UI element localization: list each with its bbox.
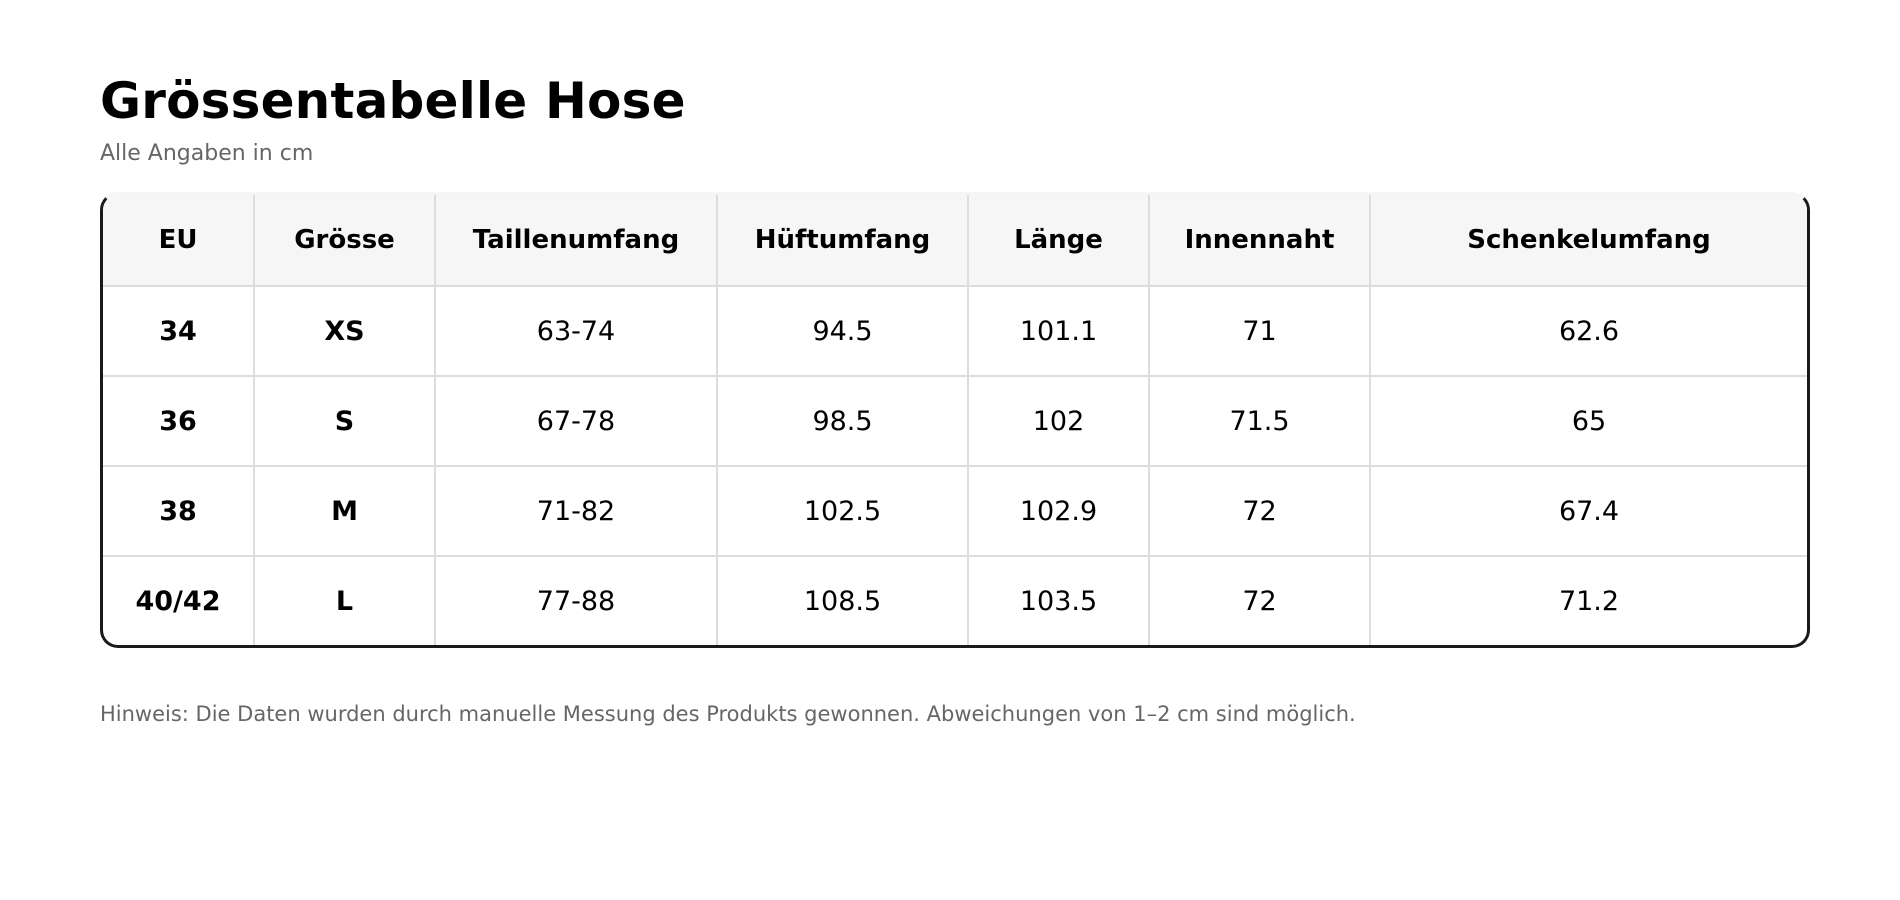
cell-size: L [253,556,435,645]
cell-waist: 77-88 [434,556,717,645]
cell-thigh: 62.6 [1369,286,1807,377]
cell-length: 102.9 [967,466,1149,557]
cell-inseam: 72 [1148,466,1370,557]
cell-size: M [253,466,435,557]
cell-waist: 67-78 [434,376,717,467]
cell-eu: 34 [103,286,254,377]
size-chart-page: Grössentabelle Hose Alle Angaben in cm E… [100,68,1810,728]
cell-thigh: 67.4 [1369,466,1807,557]
cell-thigh: 71.2 [1369,556,1807,645]
cell-eu: 38 [103,466,254,557]
cell-length: 103.5 [967,556,1149,645]
cell-size: S [253,376,435,467]
cell-size: XS [253,286,435,377]
table-row: 34 XS 63-74 94.5 101.1 71 62.6 [103,286,1807,377]
header-thigh: Schenkelumfang [1369,195,1807,287]
page-title: Grössentabelle Hose [100,72,686,130]
cell-length: 101.1 [967,286,1149,377]
header-waist: Taillenumfang [434,195,717,287]
table-header: EU Grösse Taillenumfang Hüftumfang Länge… [103,195,1807,287]
table-body: 34 XS 63-74 94.5 101.1 71 62.6 36 S 67-7… [103,286,1807,645]
cell-hip: 94.5 [716,286,968,377]
cell-hip: 102.5 [716,466,968,557]
size-table-container: EU Grösse Taillenumfang Hüftumfang Länge… [100,192,1810,648]
header-eu: EU [103,195,254,287]
cell-hip: 98.5 [716,376,968,467]
cell-waist: 71-82 [434,466,717,557]
cell-hip: 108.5 [716,556,968,645]
header-hip: Hüftumfang [716,195,968,287]
header-inseam: Innennaht [1148,195,1370,287]
table-row: 36 S 67-78 98.5 102 71.5 65 [103,376,1807,467]
cell-inseam: 71.5 [1148,376,1370,467]
size-table: EU Grösse Taillenumfang Hüftumfang Länge… [103,195,1807,645]
table-row: 40/42 L 77-88 108.5 103.5 72 71.2 [103,556,1807,645]
cell-inseam: 72 [1148,556,1370,645]
table-row: 38 M 71-82 102.5 102.9 72 67.4 [103,466,1807,557]
cell-inseam: 71 [1148,286,1370,377]
footnote: Hinweis: Die Daten wurden durch manuelle… [100,702,1356,726]
header-row: EU Grösse Taillenumfang Hüftumfang Länge… [103,195,1807,287]
cell-length: 102 [967,376,1149,467]
header-length: Länge [967,195,1149,287]
cell-eu: 40/42 [135,585,221,617]
cell-eu: 36 [103,376,254,467]
page-subtitle: Alle Angaben in cm [100,141,314,166]
header-size: Grösse [253,195,435,287]
cell-waist: 63-74 [434,286,717,377]
cell-thigh: 65 [1369,376,1807,467]
